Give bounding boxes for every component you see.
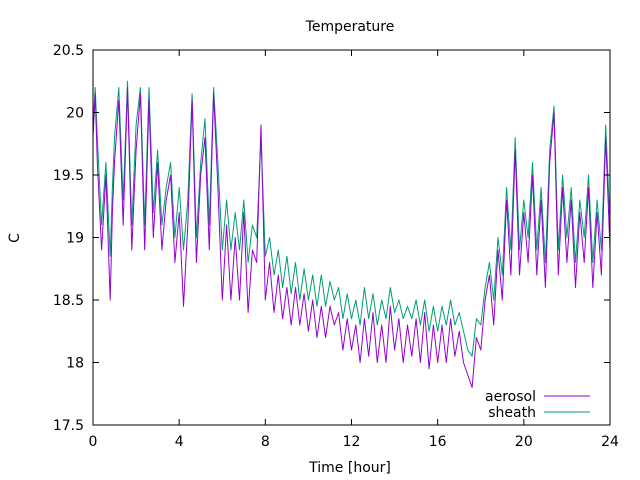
y-tick-label: 19.5 <box>53 168 84 184</box>
y-tick-label: 20.5 <box>53 43 84 59</box>
x-tick-label: 12 <box>343 434 361 450</box>
series-line-aerosol <box>92 87 611 388</box>
series-line-sheath <box>92 80 611 357</box>
series-layer <box>92 80 611 388</box>
ticks-layer: 0 4 8 12 16 20 24 17.5 18 18.5 19 19.5 20 20.5 <box>53 43 619 450</box>
y-tick-label: 20 <box>66 106 84 122</box>
legend-label-aerosol: aerosol <box>485 389 536 405</box>
y-axis-label: C <box>7 233 23 243</box>
x-tick-label: 0 <box>89 434 98 450</box>
y-tick-label: 18.5 <box>53 293 84 309</box>
x-tick-label: 4 <box>175 434 184 450</box>
legend-label-sheath: sheath <box>488 405 536 421</box>
x-axis-label: Time [hour] <box>308 460 391 476</box>
x-tick-label: 8 <box>261 434 270 450</box>
x-tick-label: 20 <box>515 434 533 450</box>
x-tick-label: 16 <box>429 434 447 450</box>
x-tick-label: 24 <box>601 434 619 450</box>
y-tick-label: 19 <box>66 231 84 247</box>
y-tick-label: 18 <box>66 356 84 372</box>
y-tick-label: 17.5 <box>53 418 84 434</box>
chart-title: Temperature <box>305 19 395 35</box>
